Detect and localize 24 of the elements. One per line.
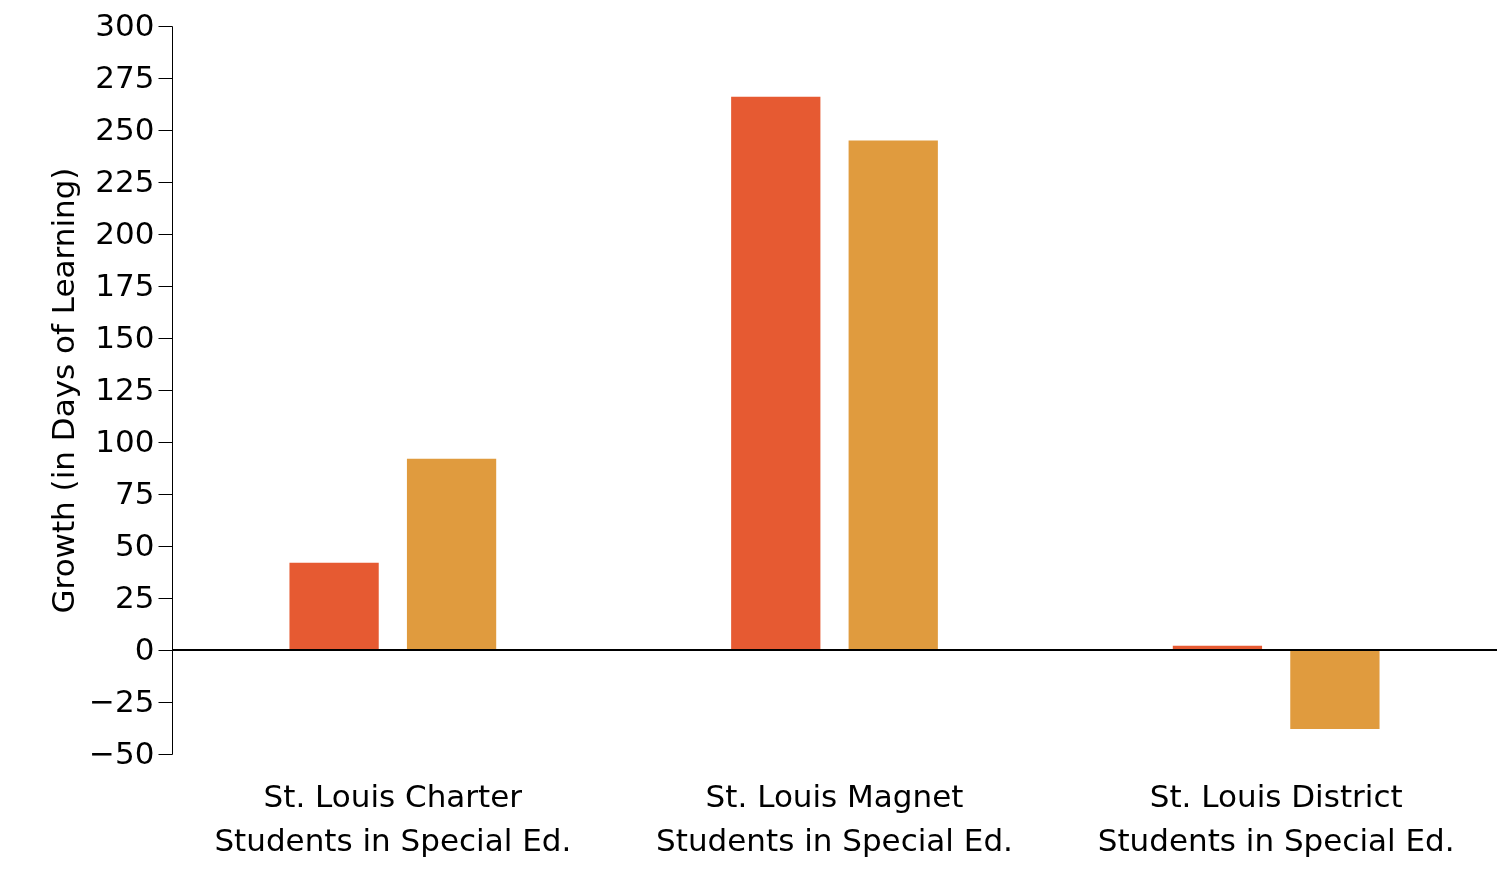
y-tick-label: 250: [95, 110, 155, 147]
bar: [731, 96, 821, 650]
y-tick-label: 125: [95, 370, 155, 407]
bar: [1290, 650, 1380, 730]
x-tick-label: St. Louis District Students in Special Ed.: [1097, 777, 1455, 858]
y-tick-label: 50: [115, 526, 155, 563]
y-tick-label: 300: [95, 6, 155, 43]
y-axis-title: Growth (in Days of Learning): [45, 167, 82, 614]
bar: [848, 140, 938, 650]
y-tick-label: 0: [134, 630, 155, 667]
bar: [406, 458, 497, 650]
y-tick-label: −50: [89, 734, 155, 771]
y-tick-label: 25: [115, 578, 155, 615]
x-tick-label: St. Louis Magnet Students in Special Ed.: [656, 777, 1013, 858]
y-tick-label: 100: [95, 422, 155, 459]
bar: [289, 562, 379, 650]
y-tick-label: 75: [115, 474, 155, 511]
y-tick-label: 275: [95, 58, 155, 95]
x-tick-label: St. Louis Charter Students in Special Ed.: [214, 777, 572, 858]
y-tick-label: 200: [95, 214, 155, 251]
y-tick-label: −25: [89, 682, 155, 719]
y-tick-label: 150: [95, 318, 155, 355]
y-tick-label: 175: [95, 266, 155, 303]
y-tick-label: 225: [95, 162, 155, 199]
